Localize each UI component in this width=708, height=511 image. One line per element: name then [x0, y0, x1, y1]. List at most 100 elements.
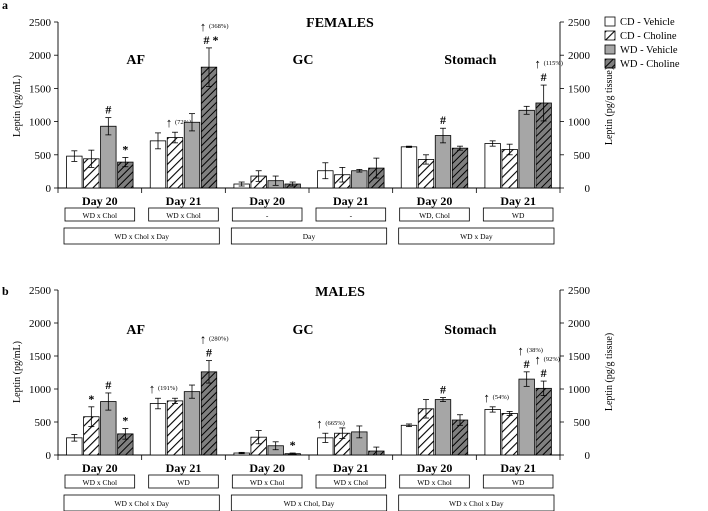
day-label: Day 21 [500, 461, 536, 475]
legend: CD - Vehicle CD - Choline WD - Vehicle W… [604, 16, 680, 70]
legend-swatch-cd-vehicle [604, 16, 616, 27]
day-effect-label: WD x Chol [250, 478, 285, 487]
significance-mark: # [541, 70, 547, 84]
day-effect-box [231, 207, 303, 222]
day-effect-box [148, 207, 219, 222]
significance-mark: # [440, 113, 446, 127]
bar [518, 109, 535, 189]
bar [183, 391, 201, 456]
day-effect-box [399, 474, 470, 489]
legend-item: WD - Choline [604, 58, 680, 70]
day-label: Day 20 [82, 194, 118, 208]
day-label: Day 20 [249, 461, 285, 475]
tissue-label: AF [126, 323, 145, 338]
increase-arrow: ↑ [166, 115, 173, 130]
y-tick-label-right: 500 [574, 417, 591, 429]
bar [518, 378, 535, 456]
y-axis-label-left: Leptin (pg/mL) [12, 341, 23, 403]
increase-arrow: ↑ [149, 381, 156, 396]
tissue-effect-box [230, 227, 388, 245]
bar [400, 424, 418, 456]
day-effect-box [148, 474, 219, 489]
tissue-label: GC [293, 53, 314, 68]
day-effect-label: WD x Chol [417, 478, 452, 487]
increase-arrow: ↑ [517, 343, 524, 358]
legend-label: CD - Choline [620, 31, 677, 42]
y-tick-label-left: 500 [35, 417, 52, 429]
day-effect-label: - [266, 211, 269, 220]
day-effect-label: WD, Chol [419, 211, 450, 220]
legend-label: WD - Choline [620, 59, 680, 70]
significance-mark: * [122, 414, 128, 428]
y-tick-label-right: 1500 [568, 351, 591, 363]
day-effect-label: WD x Chol [83, 478, 118, 487]
day-effect-box [315, 474, 387, 489]
y-axis-label-right: Leptin (pg/g tissue) [604, 67, 615, 145]
day-effect-label: WD x Chol [334, 478, 369, 487]
day-label: Day 21 [333, 461, 369, 475]
y-tick-label-left: 1500 [29, 351, 52, 363]
tissue-label: Stomach [444, 53, 496, 68]
percent-change-label: (665%) [325, 420, 345, 427]
y-tick-label-right: 2500 [568, 17, 591, 29]
legend-item: CD - Vehicle [604, 16, 675, 28]
percent-change-label: (191%) [158, 385, 178, 392]
percent-change-label: (280%) [209, 336, 229, 343]
day-effect-box [482, 474, 554, 489]
tissue-label: GC [293, 323, 314, 338]
bar [451, 147, 469, 189]
percent-change-label: (92%) [544, 356, 560, 363]
y-tick-label-left: 2500 [29, 17, 52, 29]
day-effect-label: WD x Chol [83, 211, 118, 220]
y-tick-label-right: 0 [585, 183, 591, 195]
y-tick-label-left: 1500 [29, 83, 52, 95]
day-effect-label: WD [177, 478, 190, 487]
tissue-label: Stomach [444, 323, 496, 338]
y-tick-label-left: 1000 [29, 384, 52, 396]
y-tick-label-left: 0 [46, 450, 52, 462]
significance-mark: # [541, 366, 547, 380]
significance-mark: # [440, 383, 446, 397]
significance-mark: # * [204, 33, 219, 47]
plot-area: 0 0 500 500 1000 1000 1500 1500 2000 2000 2500 2500… [29, 285, 591, 511]
y-tick-label-right: 2000 [568, 318, 591, 330]
day-effect-label: WD [512, 478, 525, 487]
y-tick-label-right: 1000 [568, 117, 591, 129]
increase-arrow: ↑ [200, 19, 207, 34]
bar [484, 143, 501, 189]
day-label: Day 21 [166, 461, 202, 475]
day-effect-label: WD [512, 211, 525, 220]
tissue-effect-box [63, 227, 220, 245]
plot-area: 0 0 500 500 1000 1000 1500 1500 2000 2000 2500 2500… [29, 17, 591, 245]
y-axis-label-left: Leptin (pg/mL) [12, 75, 23, 137]
chart-title: FEMALES [306, 16, 374, 31]
increase-arrow: ↑ [534, 352, 541, 367]
legend-swatch-wd-vehicle [604, 44, 616, 55]
percent-change-label: (115%) [544, 60, 563, 67]
y-tick-label-left: 0 [46, 183, 52, 195]
day-label: Day 20 [82, 461, 118, 475]
percent-change-label: (72%) [175, 119, 191, 126]
day-label: Day 20 [417, 194, 453, 208]
chart-title: MALES [315, 285, 365, 300]
legend-swatch-cd-choline [604, 30, 616, 41]
increase-arrow: ↑ [534, 56, 541, 71]
y-tick-label-right: 2000 [568, 50, 591, 62]
significance-mark: # [105, 103, 111, 117]
legend-item: CD - Choline [604, 30, 677, 42]
tissue-effect-label: WD x Chol, Day [284, 499, 335, 508]
day-effect-box [64, 207, 136, 222]
tissue-effect-box [230, 494, 388, 511]
panel-letter: a [2, 0, 8, 12]
day-effect-label: - [350, 211, 353, 220]
y-tick-label-left: 2500 [29, 285, 52, 297]
percent-change-label: (38%) [527, 347, 543, 354]
bar [501, 149, 518, 189]
day-effect-box [231, 474, 303, 489]
day-effect-box [315, 207, 387, 222]
tissue-label: AF [126, 53, 145, 68]
y-tick-label-left: 1000 [29, 117, 52, 129]
significance-mark: * [88, 392, 94, 406]
increase-arrow: ↑ [316, 416, 323, 431]
